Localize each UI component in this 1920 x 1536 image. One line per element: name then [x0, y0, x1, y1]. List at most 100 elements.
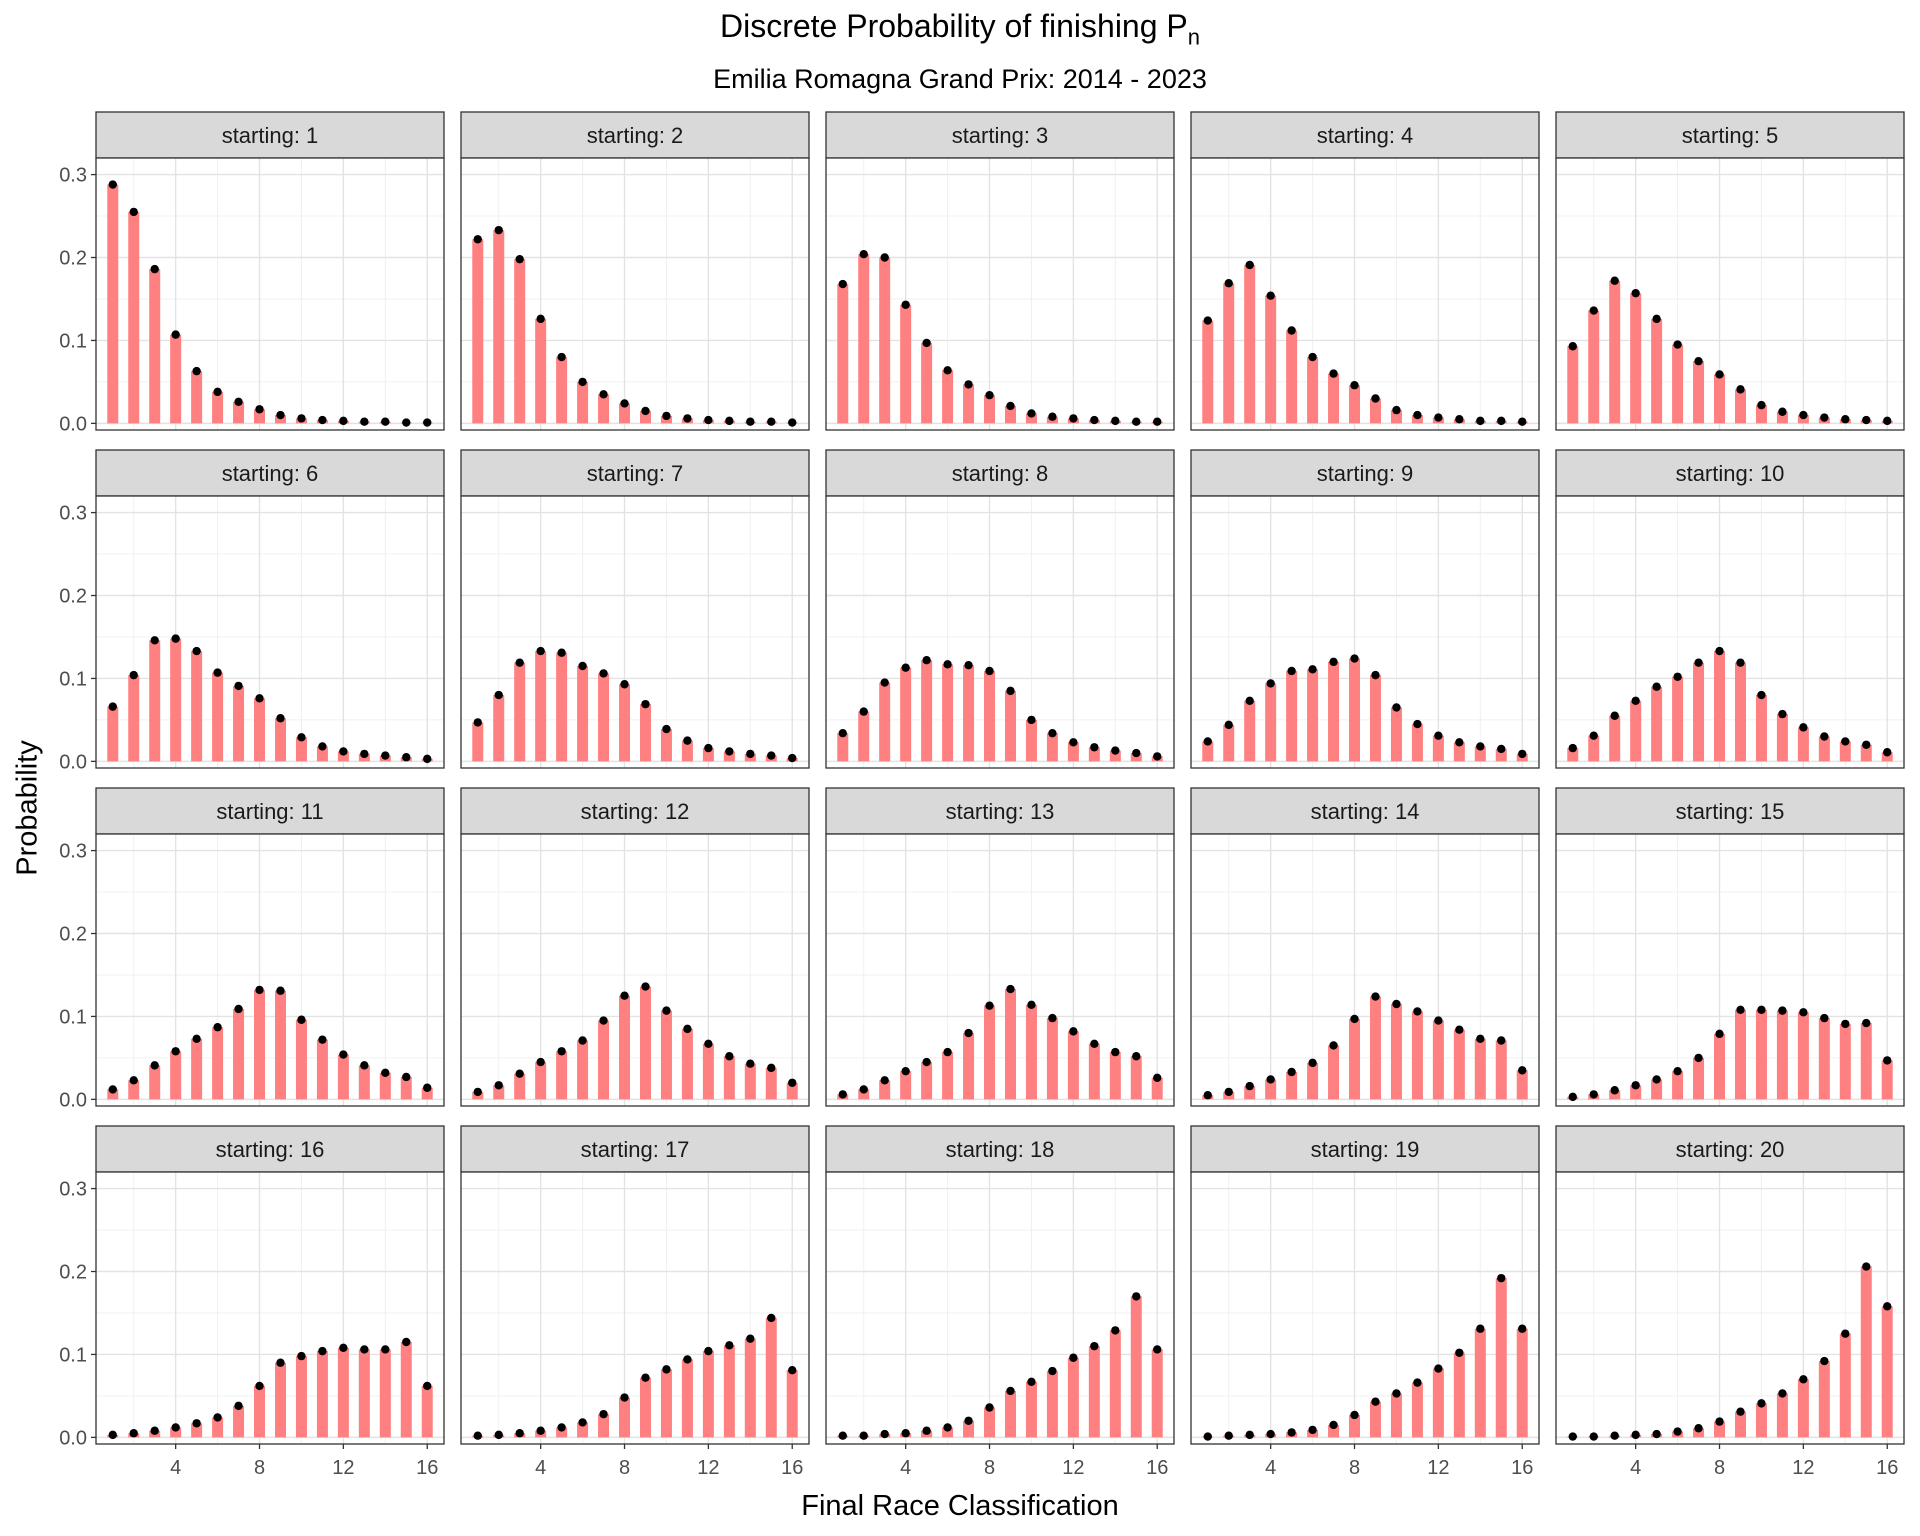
bar-1: [1567, 748, 1579, 762]
panel-background: [461, 158, 809, 430]
bar-9: [1369, 996, 1381, 1100]
bar-15: [1495, 1278, 1507, 1438]
panel-border: [95, 495, 445, 769]
bar-6: [212, 1027, 224, 1100]
bar-6: [212, 1417, 224, 1438]
point-15: [402, 1072, 411, 1082]
point-7: [964, 1416, 973, 1425]
point-5: [1652, 682, 1661, 691]
point-2: [1589, 1432, 1598, 1441]
point-1: [1568, 743, 1577, 753]
point-1: [1203, 316, 1212, 325]
point-6: [943, 1047, 952, 1057]
point-10: [1027, 1000, 1036, 1010]
point-6: [578, 377, 587, 387]
bar-12: [702, 1351, 714, 1438]
point-15: [402, 418, 411, 427]
panel-border: [460, 1171, 810, 1445]
bar-3: [514, 259, 526, 424]
bar-15: [1860, 744, 1872, 762]
bar-11: [316, 1351, 328, 1438]
bar-13: [1088, 1043, 1100, 1100]
point-4: [1266, 679, 1275, 688]
facet-strip-label: starting: 15: [1676, 799, 1785, 824]
point-14: [1111, 1326, 1120, 1335]
point-2: [494, 690, 503, 700]
bar-12: [702, 748, 714, 762]
facet-strip: [95, 449, 445, 497]
point-13: [1090, 743, 1099, 752]
facet-panel-20: starting: 20 4 8 12 16: [1555, 1125, 1905, 1479]
bar-3: [149, 269, 161, 424]
point-11: [683, 736, 692, 745]
point-11: [683, 414, 692, 423]
facet-strip: [825, 787, 1175, 835]
bar-8: [1349, 1414, 1361, 1438]
bar-13: [1088, 747, 1100, 762]
panel-border: [1190, 833, 1540, 1107]
panel-border: [460, 495, 810, 769]
bar-8: [619, 403, 631, 424]
facet-strip-label: starting: 13: [946, 799, 1055, 824]
point-12: [339, 747, 348, 756]
bar-8: [619, 1397, 631, 1438]
point-3: [1245, 1081, 1254, 1091]
point-13: [1090, 1039, 1099, 1049]
bar-8: [254, 1385, 266, 1438]
bar-5: [191, 371, 203, 424]
facet-strip: [95, 787, 445, 835]
bar-12: [1797, 1012, 1809, 1100]
facet-panel-8: starting: 8: [825, 449, 1175, 769]
point-2: [859, 1431, 868, 1440]
point-9: [641, 982, 650, 991]
point-10: [662, 411, 671, 421]
bar-11: [1776, 411, 1788, 424]
facet-strip-label: starting: 17: [581, 1137, 690, 1162]
bar-6: [942, 664, 954, 762]
point-16: [1153, 752, 1162, 761]
point-10: [297, 414, 306, 423]
point-1: [108, 1085, 117, 1094]
bar-7: [1328, 1424, 1340, 1438]
bar-6: [1672, 344, 1684, 424]
point-6: [943, 660, 952, 669]
bar-10: [295, 1356, 307, 1438]
bar-7: [963, 384, 975, 424]
bar-1: [107, 184, 119, 424]
bar-6: [1307, 357, 1319, 424]
bar-7: [1693, 662, 1705, 762]
y-tick-label: 0.3: [59, 841, 87, 863]
point-4: [171, 634, 180, 643]
x-tick-label: 12: [1792, 1457, 1814, 1479]
point-1: [1568, 1092, 1577, 1102]
point-13: [725, 1052, 734, 1061]
point-3: [1245, 260, 1254, 270]
point-3: [150, 1061, 159, 1070]
point-15: [402, 1337, 411, 1347]
bar-5: [921, 1062, 933, 1100]
bar-15: [1860, 1266, 1872, 1438]
point-6: [578, 661, 587, 671]
point-6: [1308, 665, 1317, 674]
bar-7: [1693, 1057, 1705, 1100]
bar-11: [1411, 1382, 1423, 1438]
bar-3: [1244, 700, 1256, 762]
point-7: [1329, 1041, 1338, 1050]
point-14: [1476, 1034, 1485, 1044]
bar-15: [1495, 748, 1507, 762]
point-16: [423, 1381, 432, 1391]
facet-strip: [1555, 449, 1905, 497]
point-11: [1778, 1006, 1787, 1015]
point-10: [662, 1365, 671, 1374]
point-7: [964, 660, 973, 670]
point-4: [901, 1429, 910, 1438]
point-10: [1757, 1399, 1766, 1408]
point-9: [276, 1358, 285, 1367]
bar-2: [858, 254, 870, 424]
bar-12: [337, 1347, 349, 1438]
point-6: [213, 387, 222, 397]
point-14: [746, 1059, 755, 1068]
point-10: [1027, 1377, 1036, 1387]
bar-11: [1411, 724, 1423, 762]
point-13: [1455, 738, 1464, 747]
